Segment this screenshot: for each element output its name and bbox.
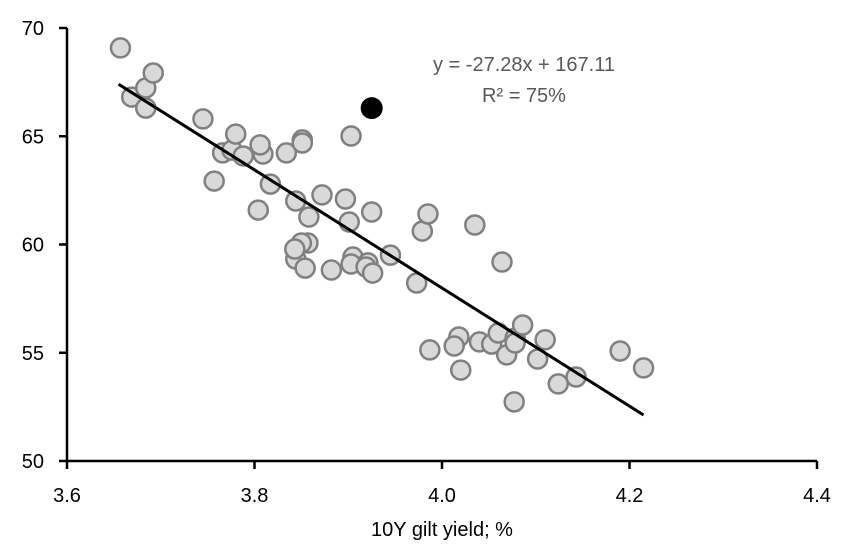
data-point [142,62,164,84]
data-point [609,340,631,362]
data-point [504,332,526,354]
data-point [464,214,486,236]
data-point [443,335,465,357]
x-tick-label: 4.4 [803,485,831,507]
data-point [511,314,534,336]
data-point [109,37,132,59]
data-point [417,203,439,225]
data-point [291,132,314,154]
y-tick-label: 65 [22,126,44,148]
data-point [294,257,316,279]
data-point [247,199,269,221]
data-point [632,357,655,379]
data-point [320,259,343,281]
equation-annotation: y = -27.28x + 167.11 [433,54,615,76]
points-layer [109,37,655,417]
data-point [192,108,214,130]
x-tick-label: 3.8 [241,485,269,507]
y-tick-label: 50 [22,451,44,473]
data-point [534,329,556,351]
y-tick-label: 70 [22,18,44,40]
data-point [361,262,384,284]
data-point [259,173,282,195]
data-point [275,142,298,164]
y-tick-label: 55 [22,343,44,365]
data-point [491,251,513,273]
x-tick-label: 3.6 [53,485,81,507]
data-point [249,134,271,156]
data-point [419,339,441,361]
r-squared-annotation: R² = 75% [482,85,566,107]
data-point [334,188,357,210]
x-axis-label: 10Y gilt yield; % [371,519,513,541]
data-point [547,373,569,395]
data-point [225,123,247,145]
data-point [284,238,306,260]
data-point [450,359,472,381]
axes: 3.6 3.8 4.0 4.2 4.4 50 55 60 65 70 [22,18,831,507]
data-point [203,170,225,192]
data-point [298,206,320,228]
data-point [503,391,525,413]
x-tick-label: 4.2 [616,485,644,507]
y-tick-label: 60 [22,235,44,257]
data-point [340,125,362,147]
x-tick-label: 4.0 [428,485,456,507]
trendline [117,82,645,417]
highlight-point [360,97,383,120]
data-point [360,201,383,223]
data-point [311,184,333,206]
